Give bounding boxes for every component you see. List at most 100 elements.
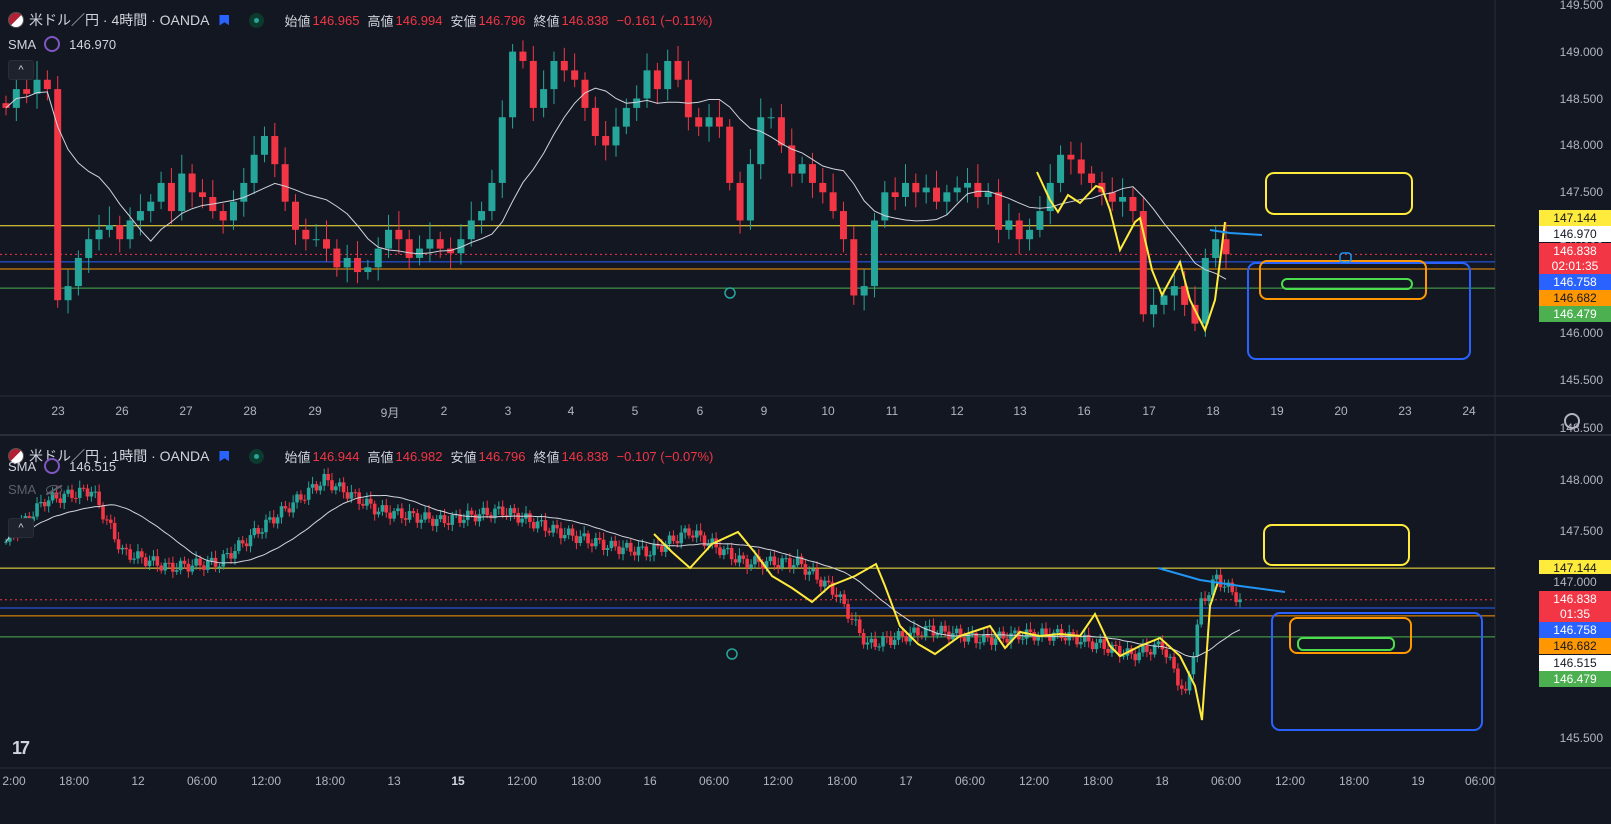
candle-body [512,508,517,513]
candle-body [108,519,113,523]
candle-body [136,551,140,559]
time-tick-label: 13 [387,774,401,788]
candle-body [1238,599,1242,603]
candle-body [368,498,373,504]
candle-body [1108,192,1116,202]
candle-body [1172,656,1176,669]
candle-body [1079,641,1083,645]
candle-body [498,117,506,183]
candle-body [323,239,331,249]
candle-body [33,79,41,94]
candle-body [989,637,994,645]
candle-body [1094,642,1099,650]
candle-body [780,558,784,568]
candle-body [281,164,289,202]
candle-body [312,239,320,241]
candle-body [132,558,136,560]
candle-body [1191,656,1196,675]
candle-body [2,103,10,108]
candle-body [1088,173,1096,183]
blue-level-tag: 146.758 [1539,622,1611,638]
candle-body [330,480,334,491]
chart-canvas-1h[interactable] [0,436,1611,824]
candle-body [1013,630,1017,634]
candle-body [807,571,812,575]
candle-body [609,540,614,549]
chart-canvas-4h[interactable] [0,0,1611,434]
candle-body [147,560,152,566]
candle-body [838,594,843,597]
time-tick-label: 9月 [380,406,400,420]
candle-body [1211,579,1215,596]
candle-body [1187,674,1192,691]
open-value: 146.965 [312,12,360,28]
candle-body [892,639,897,645]
candle-body [126,220,134,240]
candle-body [1156,641,1161,645]
candle-body [529,60,537,108]
sma-hidden-legend[interactable]: SMA [8,482,63,497]
candle-body [287,508,292,513]
candle-body [1152,644,1157,655]
time-tick-label: 2:00 [2,774,26,788]
candle-body [985,634,990,638]
yellow-target-box [1265,172,1413,215]
candle-body [943,625,947,632]
candle-body [431,518,435,526]
candle-body [436,239,444,249]
blue-target-box [1247,262,1471,360]
chart-pane-1h[interactable]: 米ドル／円 · 1時間 · OANDA 始値 146.944 高値 146.982 … [0,421,1611,824]
candle-body [687,528,691,536]
sma-legend-1h[interactable]: SMA 146.515 [8,458,116,474]
tradingview-logo-icon: 17 [12,738,30,758]
candle-body [815,568,819,580]
candle-body [151,556,156,561]
chart-pane-4h[interactable]: 米ドル／円 · 4時間 · OANDA 始値 146.965 高値 146.994 … [0,0,1611,436]
candle-body [1222,239,1230,255]
candle-body [574,535,579,544]
candle-body [244,543,249,547]
candle-body [54,492,59,499]
price-tag-green-level-tag: 146.479 [1539,306,1611,322]
alarm-clock-icon [726,648,738,660]
gear-icon[interactable] [1564,413,1580,429]
candle-body [43,502,47,507]
symbol-title[interactable]: 米ドル／円 · 4時間 · OANDA [29,12,210,28]
bookmark-flag-icon[interactable] [219,14,230,26]
high-value: 146.994 [395,12,443,28]
time-tick-label: 18:00 [570,774,602,788]
time-tick-label: 20 [1334,404,1348,418]
eye-hidden-icon[interactable] [46,484,63,495]
legend-header-1h: 米ドル／円 · 1時間 · OANDA 始値 146.944 高値 146.982 … [8,446,721,466]
candle-body [970,633,975,635]
time-tick-label: 12 [131,774,145,788]
candle-body [597,538,602,540]
sma-legend-4h[interactable]: SMA 146.970 [8,36,116,52]
time-tick-label: 18 [1206,404,1220,418]
candle-body [850,618,854,620]
high-label: 高値 [367,449,394,465]
candle-body [550,60,558,90]
candle-body [555,524,559,529]
time-tick-label: 9 [760,404,768,418]
candle-body [256,528,261,534]
candle-body [854,619,858,621]
collapse-legend-button[interactable]: ^ [8,518,34,538]
collapse-legend-button[interactable]: ^ [8,60,34,80]
candle-body [419,519,424,523]
time-tick-label: 28 [243,404,257,418]
candle-body [736,182,744,221]
time-tick-label: 2 [440,404,448,418]
candle-body [167,562,171,564]
candle-body [1040,628,1044,636]
candle-body [1090,641,1095,650]
candle-body [653,70,661,90]
candle-body [271,136,279,165]
candle-body [830,582,835,595]
candle-body [182,560,187,564]
candle-body [811,568,815,572]
time-tick-label: 15 [451,774,465,788]
bookmark-flag-icon[interactable] [219,450,230,462]
candle-body [438,515,443,520]
symbol-title[interactable]: 米ドル／円 · 1時間 · OANDA [29,448,210,464]
